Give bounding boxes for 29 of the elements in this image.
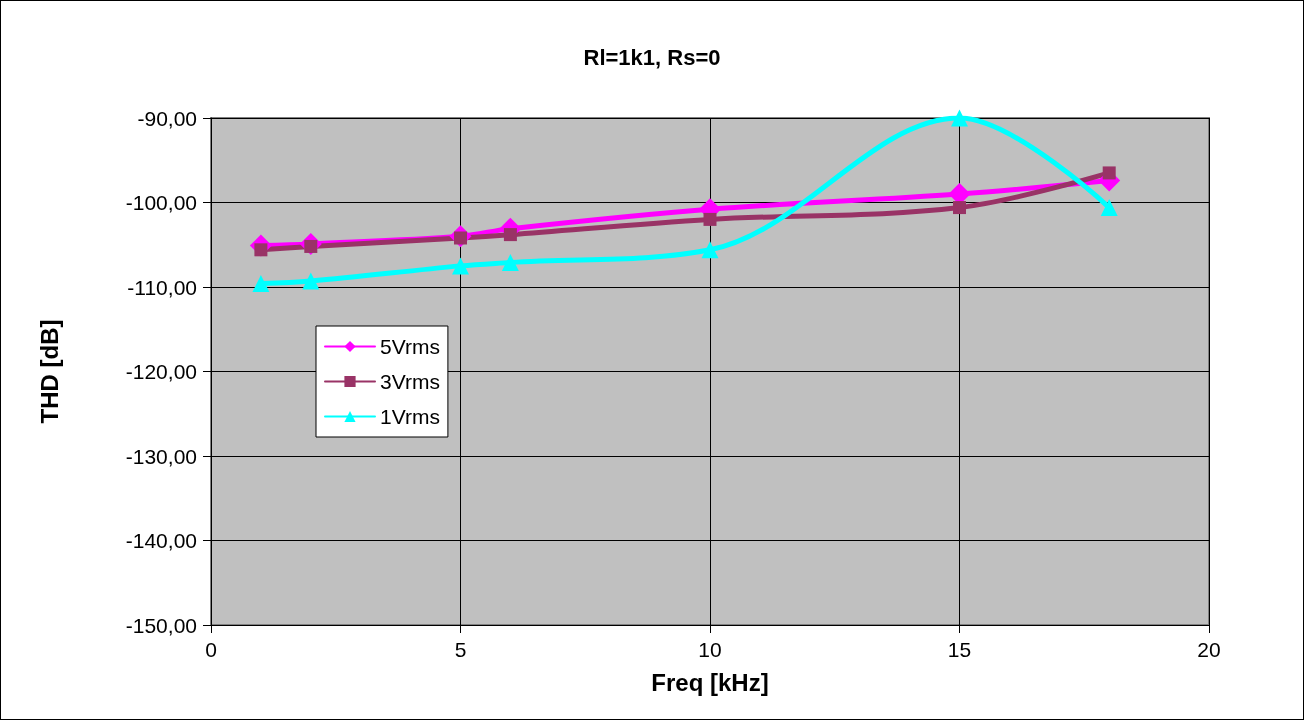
x-tick-label: 20 [1197, 638, 1221, 661]
point [1100, 199, 1118, 217]
y-tick-label: -100,00 [125, 191, 197, 214]
point [951, 109, 968, 127]
y-tick-label: -110,00 [127, 275, 197, 299]
y-axis-title: THD [dB] [35, 319, 63, 424]
y-tick-label: -90,00 [137, 106, 197, 130]
x-tick-label: 0 [205, 638, 217, 661]
x-tick-label: 5 [454, 638, 467, 661]
point [1102, 166, 1116, 180]
point [703, 212, 717, 226]
point [503, 228, 517, 242]
legend-label: 3Vrms [380, 370, 440, 393]
chart-title: Rl=1k1, Rs=0 [583, 44, 721, 70]
x-tick-label: 10 [698, 638, 722, 661]
y-tick-label: -130,00 [125, 444, 197, 468]
legend-label: 5Vrms [380, 335, 440, 358]
point [302, 272, 320, 290]
x-axis-title: Freq [kHz] [651, 668, 769, 696]
point [501, 253, 519, 271]
y-tick-label: -140,00 [125, 529, 197, 552]
x-tick-label: 15 [947, 638, 972, 661]
point [452, 257, 469, 275]
y-tick-label: -120,00 [125, 360, 197, 383]
legend-label: 1Vrms [380, 405, 440, 428]
point [953, 201, 966, 215]
point [701, 241, 719, 259]
y-tick-label: -150,00 [125, 613, 197, 637]
point [252, 275, 270, 293]
